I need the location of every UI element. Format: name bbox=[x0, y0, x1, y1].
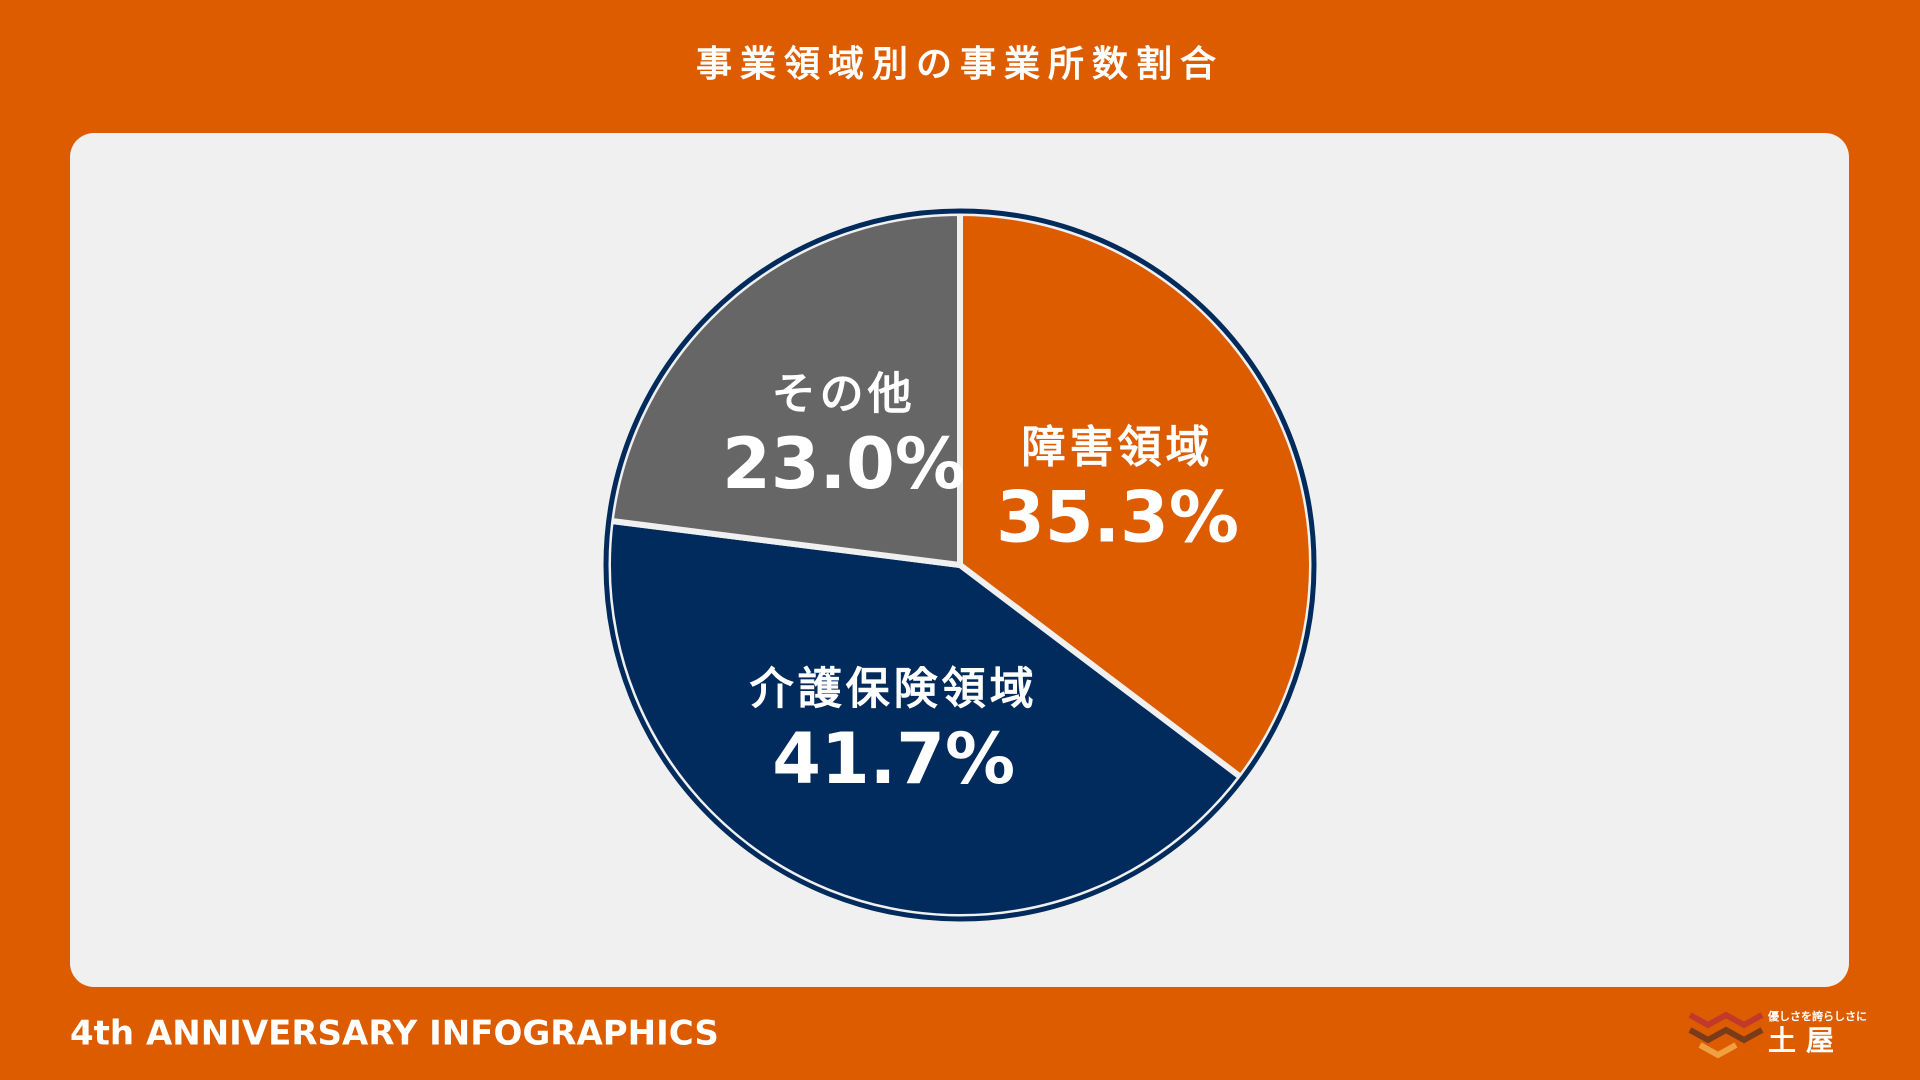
slice-value-label: 23.0% bbox=[722, 423, 965, 505]
footer-text: 4th ANNIVERSARY INFOGRAPHICS bbox=[70, 1014, 719, 1054]
chart-title: 事業領域別の事業所数割合 bbox=[696, 43, 1224, 85]
logo-mark bbox=[1698, 1042, 1738, 1059]
slice-value-label: 41.7% bbox=[772, 718, 1015, 800]
logo-mark bbox=[1688, 1011, 1764, 1029]
pie-outline bbox=[603, 208, 1317, 922]
slice-value-label: 35.3% bbox=[996, 477, 1239, 559]
logo: 優しさを誇らしさに 土屋 bbox=[1688, 1009, 1867, 1059]
slice-category-label: 障害領域 bbox=[1022, 422, 1214, 473]
slice-category-label: 介護保険領域 bbox=[750, 664, 1038, 715]
slice-category-label: その他 bbox=[772, 368, 916, 419]
logo-name: 土屋 bbox=[1768, 1024, 1844, 1057]
logo-mark bbox=[1688, 1026, 1764, 1044]
logo-tagline: 優しさを誇らしさに bbox=[1767, 1009, 1867, 1023]
